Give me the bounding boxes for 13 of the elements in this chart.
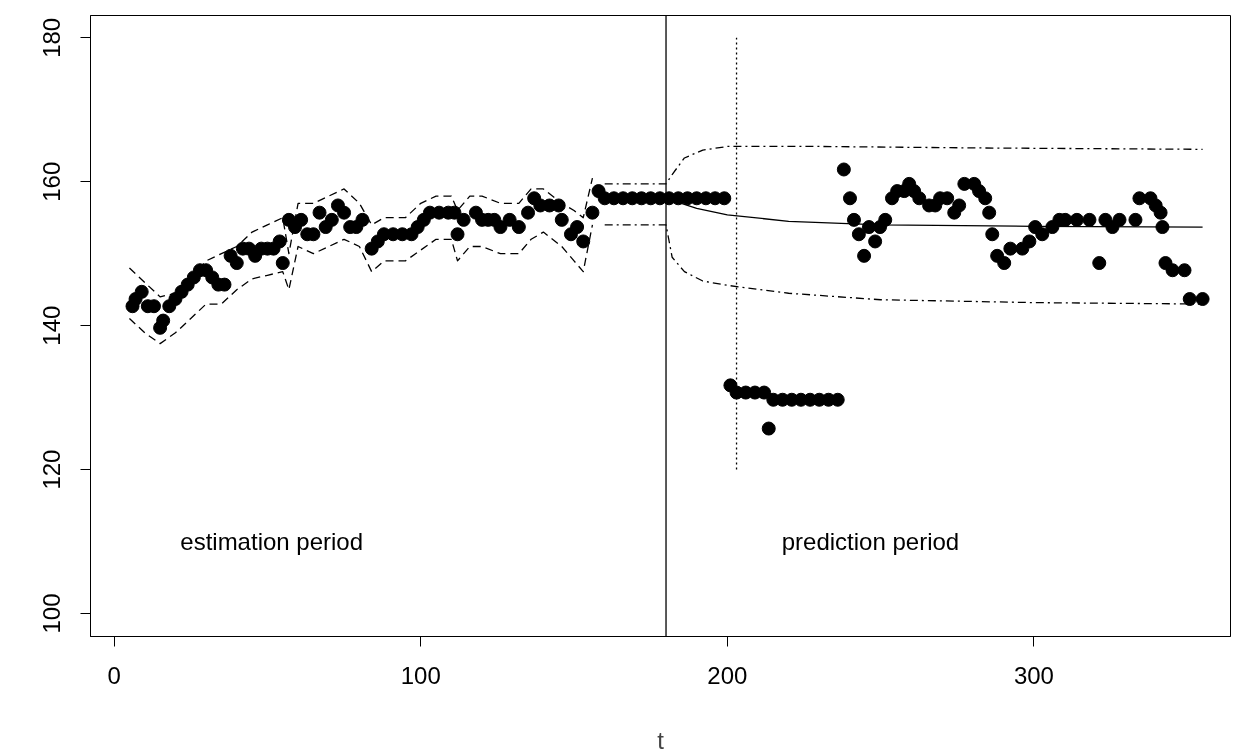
x-tick-label: 300 <box>1013 661 1054 689</box>
y-tick-label: 160 <box>38 161 66 202</box>
x-tick-label: 100 <box>400 661 441 689</box>
annotation: prediction period <box>781 527 960 555</box>
line-series <box>128 224 594 345</box>
y-tick-label: 120 <box>38 449 66 490</box>
x-tick-label: 0 <box>107 661 121 689</box>
annotation: estimation period <box>180 527 364 555</box>
x-axis-title: t <box>657 726 665 754</box>
y-tick-label: 140 <box>38 305 66 346</box>
x-tick-label: 200 <box>707 661 748 689</box>
y-tick-label: 180 <box>38 17 66 58</box>
y-tick-label: 100 <box>38 593 66 634</box>
